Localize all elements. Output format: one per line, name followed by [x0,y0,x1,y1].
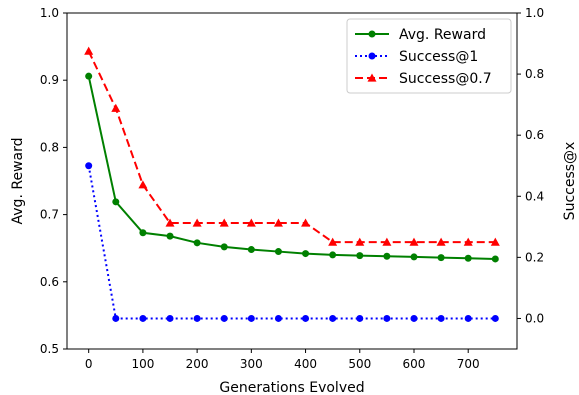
series-line [87,50,496,244]
data-point [383,252,391,260]
series-layer [84,46,500,322]
data-point [437,314,445,322]
data-point [329,251,337,259]
data-point [85,162,93,170]
x-tick-label: 200 [186,357,209,371]
data-point [112,314,120,322]
data-point [491,255,499,263]
data-point [274,314,282,322]
data-point [302,314,310,322]
data-point [410,253,418,261]
plot-area-frame [66,12,518,350]
data-point [246,218,256,227]
data-point [491,314,499,322]
data-point [436,237,446,246]
y-left-tick-label: 0.7 [40,208,59,222]
legend-label: Success@1 [399,49,478,65]
data-point [409,237,419,246]
data-point [138,180,148,189]
y-left-tick-label: 0.5 [40,342,59,356]
data-point [247,314,255,322]
y-right-tick-label: 0.6 [525,128,544,142]
y-right-tick-label: 0.0 [525,311,544,325]
data-point [165,218,175,227]
data-point [274,248,282,256]
data-point [301,218,311,227]
series-line [87,165,496,320]
x-tick-label: 400 [294,357,317,371]
data-point [193,239,201,247]
legend-box [346,18,512,94]
y-right-tick-label: 0.8 [525,67,544,81]
y-axis-left-label: Avg. Reward [10,138,26,225]
data-point [273,218,283,227]
y-right-tick-label: 1.0 [525,6,544,20]
data-point [355,237,365,246]
series-success-0-7 [84,46,500,246]
data-point [356,314,364,322]
ticks: 0 100 200 300 400 500 600 700 0.5 0.6 0.7 0.8 0.9 1.0… [40,6,544,371]
x-tick-label: 100 [131,357,154,371]
data-point [192,218,202,227]
legend-marker [368,30,376,38]
data-point [84,46,94,55]
data-point [410,314,418,322]
data-point [464,254,472,262]
y-left-tick-label: 0.6 [40,275,59,289]
data-point [302,250,310,258]
data-point [464,314,472,322]
legend-marker [368,52,376,60]
data-point [139,229,147,237]
y-right-tick-label: 0.4 [525,189,544,203]
data-point [383,314,391,322]
data-point [220,243,228,251]
data-point [328,237,338,246]
data-point [437,254,445,262]
y-left-tick-label: 1.0 [40,6,59,20]
data-point [139,314,147,322]
y-left-tick-label: 0.9 [40,73,59,87]
x-tick-label: 600 [403,357,426,371]
y-left-tick-label: 0.8 [40,140,59,154]
legend-marker [367,73,377,82]
data-point [220,314,228,322]
x-tick-label: 0 [85,357,93,371]
data-point [382,237,392,246]
data-point [193,314,201,322]
data-point [166,232,174,240]
data-point [247,246,255,254]
data-point [166,314,174,322]
data-point [219,218,229,227]
data-point [356,252,364,260]
y-right-tick-label: 0.2 [525,250,544,264]
legend-label: Avg. Reward [399,27,486,43]
x-tick-label: 300 [240,357,263,371]
data-point [112,198,120,206]
series-success-1 [85,162,499,322]
y-axis-right-label: Success@x [562,142,578,221]
series-line [87,75,496,260]
series-avg-reward [85,72,499,263]
data-point [85,72,93,80]
legend-label: Success@0.7 [399,71,492,87]
data-point [111,103,121,112]
data-point [463,237,473,246]
x-tick-label: 700 [457,357,480,371]
data-point [329,314,337,322]
legend: Avg. Reward Success@1 Success@0.7 [346,18,512,94]
data-point [490,237,500,246]
x-axis-label: Generations Evolved [219,380,364,395]
x-tick-label: 500 [348,357,371,371]
